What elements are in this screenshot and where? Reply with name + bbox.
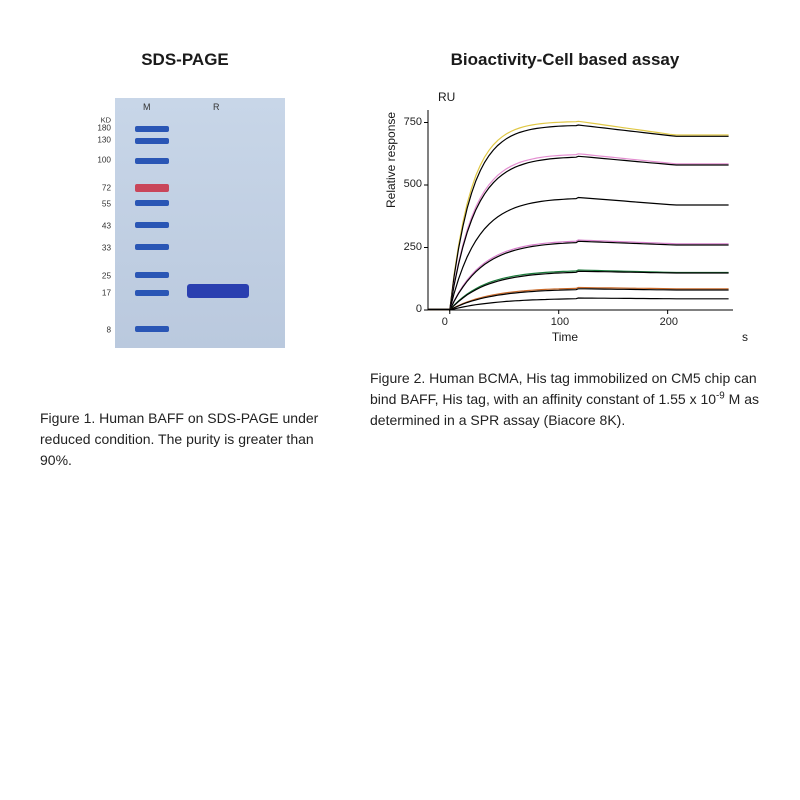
mw-label: 33 <box>75 244 111 253</box>
mw-label: 8 <box>75 326 111 335</box>
spr-curve <box>428 154 729 310</box>
mw-label: 100 <box>75 156 111 165</box>
ladder-band <box>135 126 169 132</box>
y-tick-label: 250 <box>404 241 422 253</box>
mw-label: 17 <box>75 289 111 298</box>
sds-page-title: SDS-PAGE <box>141 50 229 70</box>
lane-label-m: M <box>143 102 151 112</box>
figure-1-caption: Figure 1. Human BAFF on SDS-PAGE under r… <box>40 408 330 471</box>
sds-page-panel: SDS-PAGE M R KD 1801301007255433325178 F… <box>40 50 330 750</box>
ladder-band <box>135 138 169 144</box>
s-unit: s <box>742 330 748 344</box>
mw-label: 55 <box>75 200 111 209</box>
ladder-band <box>135 200 169 206</box>
figure-2-caption: Figure 2. Human BCMA, His tag immobilize… <box>370 368 760 431</box>
mw-label: 180 <box>75 124 111 133</box>
spr-curve <box>428 271 729 310</box>
mw-label: 72 <box>75 184 111 193</box>
y-tick-label: 0 <box>416 303 422 315</box>
mw-label: 25 <box>75 272 111 281</box>
bioactivity-title: Bioactivity-Cell based assay <box>451 50 680 70</box>
lane-label-r: R <box>213 102 220 112</box>
x-tick-label: 200 <box>660 316 678 328</box>
ru-unit: RU <box>438 90 455 104</box>
ladder-band <box>135 290 169 296</box>
x-tick-label: 100 <box>551 316 569 328</box>
caption-sup: -9 <box>716 390 725 401</box>
y-axis-label: Relative response <box>384 112 398 208</box>
ladder-band <box>135 222 169 228</box>
x-axis-label: Time <box>552 330 578 344</box>
ladder-band <box>135 272 169 278</box>
bioactivity-panel: Bioactivity-Cell based assay RU Relative… <box>370 50 760 750</box>
ladder-band <box>135 184 169 192</box>
ladder-band <box>135 244 169 250</box>
y-tick-label: 500 <box>404 178 422 190</box>
spr-chart: RU Relative response 0250500750 0100200 … <box>380 88 750 348</box>
ladder-band <box>135 326 169 332</box>
mw-label: 43 <box>75 222 111 231</box>
ladder-band <box>135 158 169 164</box>
gel-image: M R KD 1801301007255433325178 <box>75 98 305 348</box>
x-tick-label: 0 <box>442 316 448 328</box>
sample-band-rect <box>187 284 249 298</box>
chart-svg <box>428 110 733 310</box>
caption-pre: Figure 2. Human BCMA, His tag immobilize… <box>370 370 757 407</box>
mw-label: 130 <box>75 136 111 145</box>
y-tick-label: 750 <box>404 116 422 128</box>
